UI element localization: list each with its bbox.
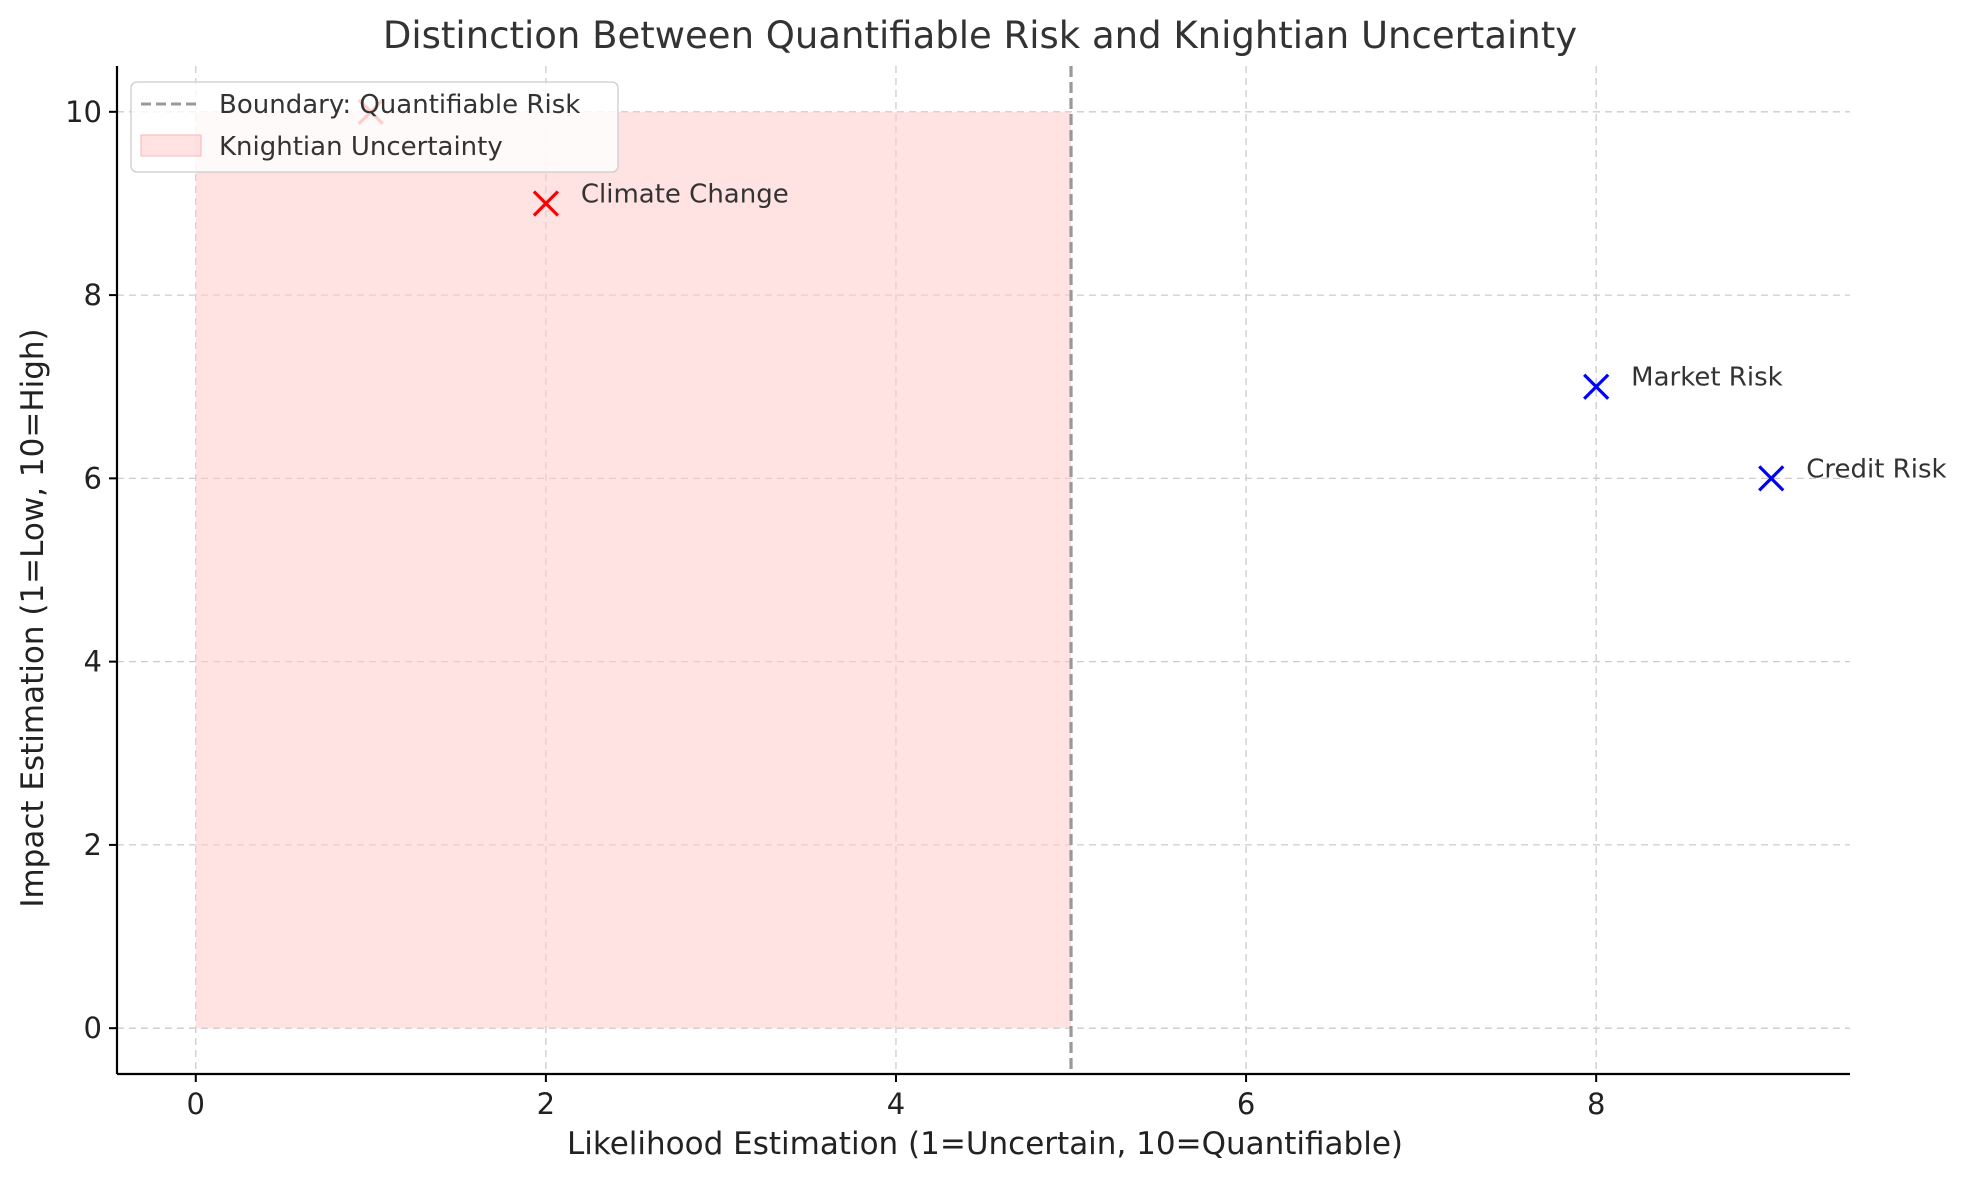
region-layer <box>195 111 1072 1029</box>
y-tick-label: 4 <box>84 645 102 679</box>
legend-boundary-label: Boundary: Quantifiable Risk <box>219 90 580 120</box>
x-marker <box>1583 373 1610 400</box>
chart-title: Distinction Between Quantifiable Risk an… <box>383 14 1577 57</box>
axes <box>115 66 1850 1076</box>
ticks: 0 2 4 6 8 0 2 4 6 8 10 <box>65 95 1605 1121</box>
y-tick-label: 2 <box>84 828 102 862</box>
y-axis-label: Impact Estimation (1=Low, 10=High) <box>15 328 51 907</box>
x-tick-label: 8 <box>1587 1087 1605 1121</box>
knightian-uncertainty-region <box>195 111 1072 1029</box>
data-point: Climate Change <box>532 179 789 217</box>
point-label: Climate Change <box>581 179 789 209</box>
y-tick-label: 10 <box>65 95 102 129</box>
x-marker <box>1758 465 1785 492</box>
legend: Boundary: Quantifiable Risk Knightian Un… <box>130 81 619 173</box>
data-point: Credit Risk <box>1758 454 1947 492</box>
x-tick-label: 4 <box>887 1087 905 1121</box>
y-tick-label: 0 <box>84 1011 102 1045</box>
legend-region-label: Knightian Uncertainty <box>219 132 503 162</box>
y-tick-label: 6 <box>84 461 102 495</box>
legend-box <box>130 81 619 173</box>
y-tick-label: 8 <box>84 278 102 312</box>
legend-region-swatch <box>140 134 202 157</box>
point-label: Credit Risk <box>1806 454 1946 484</box>
x-marker <box>532 190 560 217</box>
point-label: Market Risk <box>1631 363 1783 393</box>
x-tick-label: 2 <box>537 1087 555 1121</box>
x-tick-label: 0 <box>187 1087 205 1121</box>
data-point: Market Risk <box>1583 363 1783 400</box>
x-tick-label: 6 <box>1237 1087 1255 1121</box>
x-axis-label: Likelihood Estimation (1=Uncertain, 10=Q… <box>567 1126 1403 1162</box>
